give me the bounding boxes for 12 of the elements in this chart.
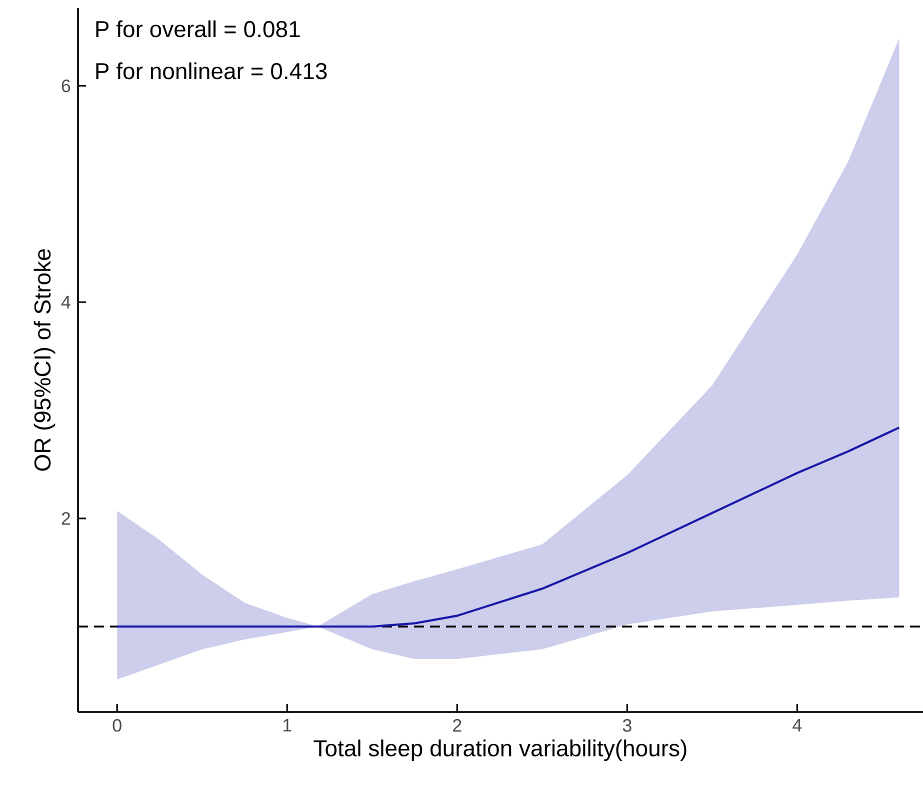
x-tick-label: 4 [792, 719, 802, 732]
x-axis-title: Total sleep duration variability(hours) [314, 740, 686, 761]
y-tick-label: 2 [62, 512, 70, 525]
x-tick-label: 0 [112, 719, 122, 732]
y-tick-label: 4 [61, 296, 70, 308]
y-axis-title: OR (95%CI) of Stroke [34, 249, 56, 471]
y-tick-label: 6 [62, 79, 70, 92]
x-tick-label: 2 [453, 719, 462, 732]
annotation: P for nonlinear = 0.413 [96, 62, 327, 80]
annotation: P for overall = 0.081 [96, 20, 300, 38]
x-tick-label: 1 [284, 719, 292, 732]
x-tick-label: 3 [622, 719, 632, 732]
